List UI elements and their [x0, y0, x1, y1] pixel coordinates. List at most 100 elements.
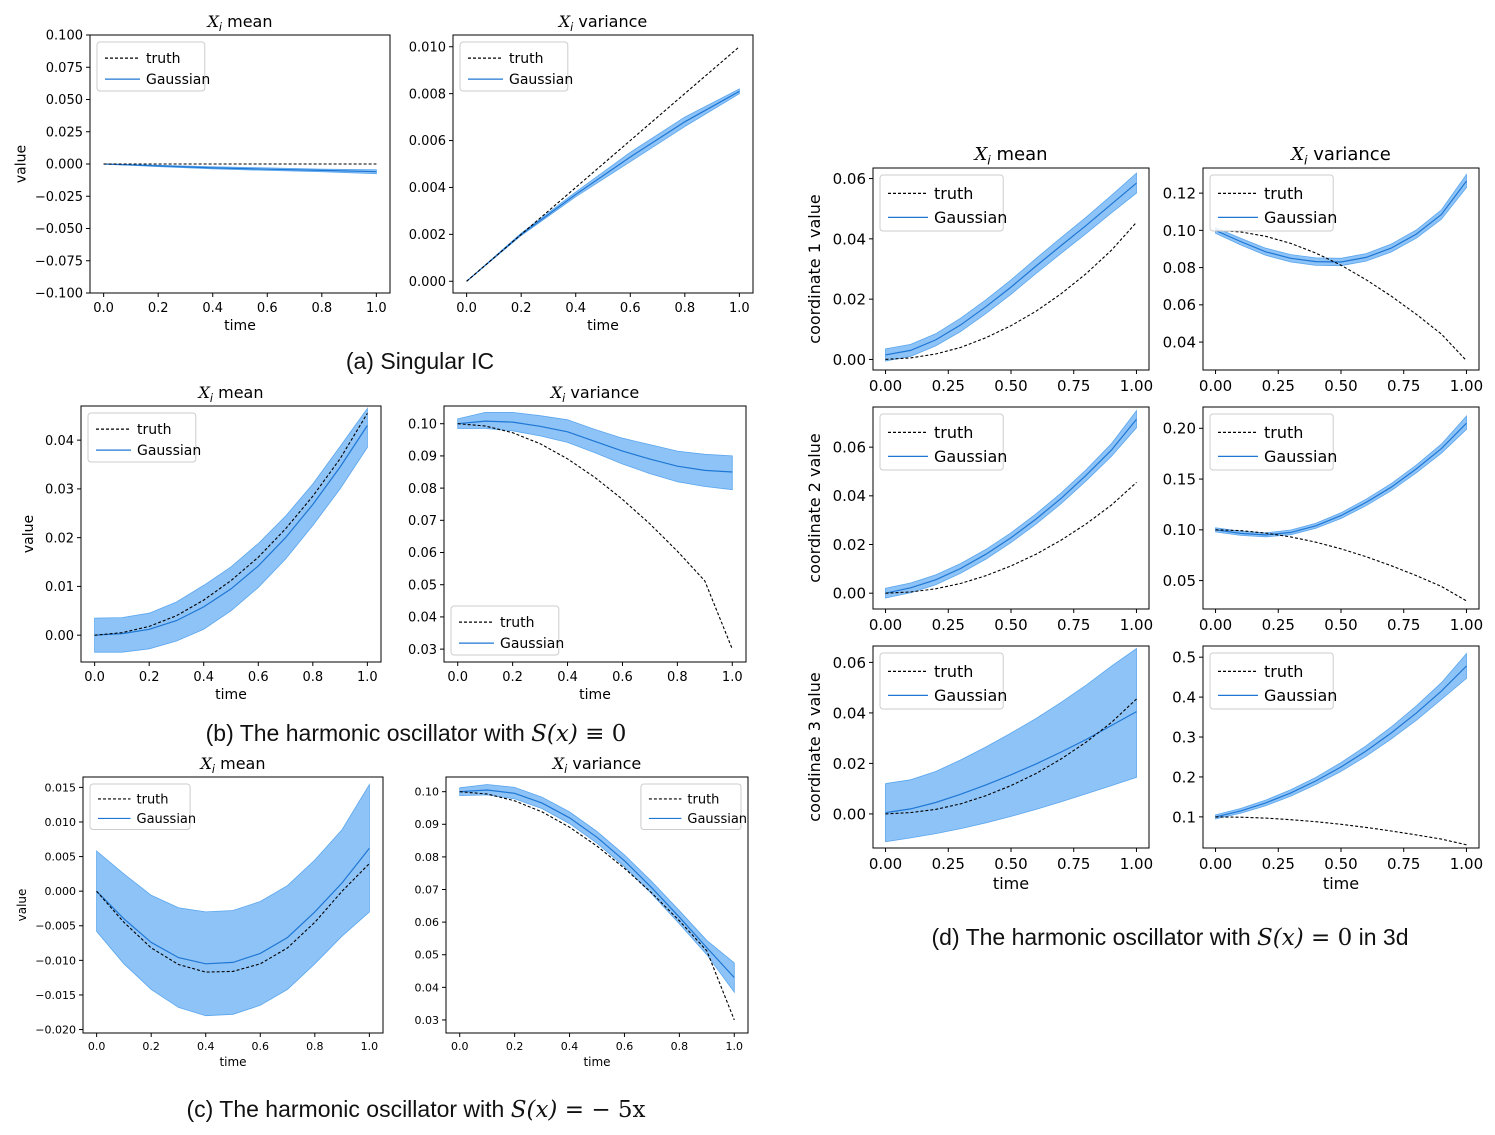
truth-line — [96, 863, 370, 973]
y-tick-label: 0.00 — [833, 585, 866, 603]
x-axis-label: time — [215, 687, 247, 703]
legend-label-gaussian: Gaussian — [500, 636, 564, 652]
y-tick-label: 0.20 — [1163, 420, 1196, 438]
x-tick-label: 0.6 — [616, 1040, 634, 1053]
chart-b-var: 0.0 0.2 0.4 0.6 0.8 1.0 0.03 0.04 0.05 0.06 0.07 0.… — [408, 383, 747, 703]
y-tick-label: 0.06 — [415, 916, 440, 929]
caption-d: (d) The harmonic oscillator with S(x) = … — [931, 924, 1409, 951]
y-tick-label: 0.05 — [408, 578, 437, 593]
axes-frame — [445, 776, 749, 1034]
legend-label-truth: truth — [934, 423, 973, 442]
x-tick-label: 0.6 — [252, 1040, 270, 1053]
y-axis-label: coordinate 3 value — [805, 672, 824, 821]
legend-label-truth: truth — [500, 615, 534, 631]
x-tick-label: 0.2 — [506, 1040, 524, 1053]
y-tick-label: 0.002 — [409, 228, 446, 243]
legend: truth Gaussian — [87, 412, 201, 463]
chart-a-mean: 0.0 0.2 0.4 0.6 0.8 1.0 −0.100 −0.075 −0.050 −0.0… — [14, 12, 391, 334]
legend-label-truth: truth — [934, 184, 973, 203]
x-tick-label: 1.00 — [1450, 855, 1483, 873]
legend-label-gaussian: Gaussian — [509, 72, 573, 88]
axes-frame — [452, 34, 754, 294]
chart-title: Xi variance — [551, 754, 641, 776]
x-tick-label: 1.00 — [1450, 377, 1483, 395]
y-tick-label: 0.3 — [1172, 728, 1196, 746]
y-tick-label: 0.000 — [409, 275, 446, 290]
y-tick-label: 0.04 — [833, 230, 866, 248]
x-axis-label: time — [587, 318, 619, 334]
legend-label-truth: truth — [146, 51, 180, 67]
y-tick-label: 0.07 — [408, 514, 437, 529]
x-tick-label: 0.6 — [612, 670, 633, 685]
gaussian-line — [457, 420, 733, 473]
x-axis-label: time — [224, 318, 256, 334]
plot-area — [459, 784, 735, 1021]
gaussian-line — [96, 847, 370, 965]
x-tick-label: 0.4 — [557, 670, 578, 685]
x-tick-label: 0.8 — [306, 1040, 324, 1053]
gaussian-line — [1215, 665, 1467, 818]
chart-c-var: 0.0 0.2 0.4 0.6 0.8 1.0 0.03 0.04 0.05 0.06 0.07 0.… — [415, 754, 749, 1069]
legend: truth Gaussian — [879, 174, 1007, 232]
x-axis-label: time — [993, 874, 1029, 893]
chart-d-1-mean: 0.00 0.25 0.50 0.75 1.00 0.00 0.02 0.04 0.06 coor… — [805, 144, 1153, 395]
caption-a: (a) Singular IC — [345, 348, 495, 374]
gaussian-band — [1215, 652, 1467, 820]
y-tick-label: 0.02 — [45, 531, 74, 546]
legend-label-gaussian: Gaussian — [1264, 208, 1337, 227]
plot-area — [1215, 652, 1467, 846]
y-tick-label: 0.06 — [1163, 296, 1196, 314]
y-tick-label: 0.04 — [415, 981, 440, 994]
x-tick-label: 0.75 — [1387, 616, 1420, 634]
y-tick-label: 0.06 — [833, 439, 866, 457]
chart-title: Xi mean — [199, 754, 266, 776]
legend-label-gaussian: Gaussian — [1264, 447, 1337, 466]
legend-label-truth: truth — [137, 793, 169, 808]
y-tick-label: −0.020 — [35, 1024, 76, 1037]
x-tick-label: 1.00 — [1120, 855, 1153, 873]
gaussian-band — [94, 407, 368, 653]
plot-area — [103, 163, 377, 175]
legend-label-gaussian: Gaussian — [137, 812, 197, 827]
x-tick-label: 0.75 — [1387, 855, 1420, 873]
truth-line — [1215, 816, 1467, 846]
y-tick-label: 0.025 — [46, 125, 83, 140]
legend-label-truth: truth — [1264, 423, 1303, 442]
y-tick-label: 0.00 — [833, 351, 866, 369]
x-tick-label: 0.8 — [674, 301, 695, 316]
y-tick-label: 0.00 — [833, 805, 866, 823]
x-tick-label: 0.0 — [447, 670, 468, 685]
x-tick-label: 0.4 — [197, 1040, 215, 1053]
x-tick-label: 0.75 — [1057, 616, 1090, 634]
truth-line — [94, 413, 368, 636]
chart-d-2-mean: 0.00 0.25 0.50 0.75 1.00 0.00 0.02 0.04 0.06 coor… — [805, 406, 1153, 634]
gaussian-band — [466, 88, 740, 282]
y-tick-label: 0.010 — [409, 40, 446, 55]
legend: truth Gaussian — [89, 783, 197, 830]
truth-line — [885, 698, 1137, 815]
y-tick-label: −0.100 — [35, 287, 83, 302]
x-tick-label: 0.8 — [302, 670, 323, 685]
y-tick-label: −0.010 — [35, 954, 76, 967]
x-tick-label: 1.0 — [357, 670, 378, 685]
x-tick-label: 0.2 — [148, 301, 169, 316]
x-tick-label: 0.50 — [1324, 377, 1357, 395]
x-tick-label: 0.25 — [932, 377, 965, 395]
gaussian-line — [885, 418, 1137, 594]
gaussian-band — [96, 783, 370, 1017]
y-tick-label: 0.010 — [45, 816, 77, 829]
x-tick-label: 0.25 — [932, 616, 965, 634]
legend-label-gaussian: Gaussian — [934, 686, 1007, 705]
y-tick-label: 0.06 — [833, 654, 866, 672]
y-axis-label: coordinate 1 value — [805, 194, 824, 343]
gaussian-line — [466, 90, 740, 282]
plot-area — [885, 409, 1137, 599]
x-tick-label: 0.00 — [869, 855, 902, 873]
legend-label-gaussian: Gaussian — [146, 72, 210, 88]
chart-c-mean: 0.0 0.2 0.4 0.6 0.8 1.0 −0.020 −0.015 −0.010 −0.0… — [15, 754, 384, 1069]
y-tick-label: 0.03 — [45, 483, 74, 498]
y-axis-label: value — [21, 515, 37, 553]
chart-title: Xi mean — [206, 12, 273, 34]
y-tick-label: 0.03 — [408, 643, 437, 658]
y-tick-label: 0.04 — [1163, 333, 1196, 351]
